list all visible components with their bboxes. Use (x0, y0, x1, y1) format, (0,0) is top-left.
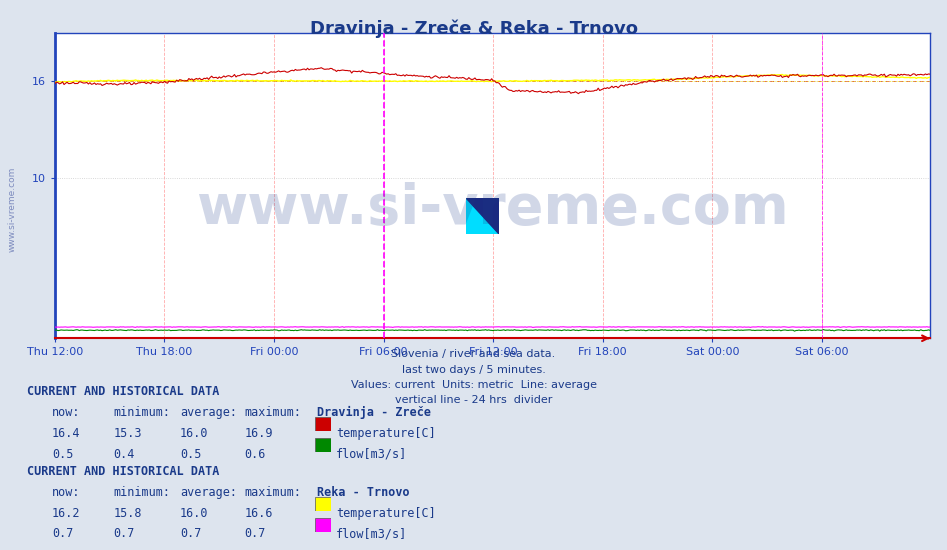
Text: 16.0: 16.0 (180, 507, 208, 520)
Text: 0.7: 0.7 (244, 527, 266, 541)
Text: average:: average: (180, 486, 237, 499)
Text: now:: now: (52, 406, 80, 419)
Text: Values: current  Units: metric  Line: average: Values: current Units: metric Line: aver… (350, 380, 597, 390)
Text: average:: average: (180, 406, 237, 419)
Text: 0.5: 0.5 (52, 448, 74, 461)
Text: now:: now: (52, 486, 80, 499)
Polygon shape (466, 198, 499, 234)
Text: 15.8: 15.8 (114, 507, 142, 520)
Polygon shape (466, 198, 499, 234)
Polygon shape (466, 198, 499, 234)
Text: www.si-vreme.com: www.si-vreme.com (196, 182, 789, 236)
Text: 0.7: 0.7 (114, 527, 135, 541)
Text: 16.6: 16.6 (244, 507, 273, 520)
Text: www.si-vreme.com: www.si-vreme.com (8, 166, 17, 252)
Text: Dravinja - Zreče & Reka - Trnovo: Dravinja - Zreče & Reka - Trnovo (310, 19, 637, 38)
Text: 0.6: 0.6 (244, 448, 266, 461)
Text: 16.9: 16.9 (244, 427, 273, 440)
Text: Reka - Trnovo: Reka - Trnovo (317, 486, 410, 499)
Text: CURRENT AND HISTORICAL DATA: CURRENT AND HISTORICAL DATA (27, 465, 219, 478)
Text: maximum:: maximum: (244, 406, 301, 419)
Text: last two days / 5 minutes.: last two days / 5 minutes. (402, 365, 545, 375)
Text: CURRENT AND HISTORICAL DATA: CURRENT AND HISTORICAL DATA (27, 385, 219, 398)
Text: 0.4: 0.4 (114, 448, 135, 461)
Text: 16.2: 16.2 (52, 507, 80, 520)
Text: temperature[C]: temperature[C] (336, 427, 436, 440)
Polygon shape (466, 198, 499, 234)
Text: vertical line - 24 hrs  divider: vertical line - 24 hrs divider (395, 395, 552, 405)
Text: flow[m3/s]: flow[m3/s] (336, 448, 407, 461)
Text: temperature[C]: temperature[C] (336, 507, 436, 520)
Text: 16.0: 16.0 (180, 427, 208, 440)
Text: Slovenia / river and sea data.: Slovenia / river and sea data. (391, 349, 556, 359)
Text: 0.7: 0.7 (52, 527, 74, 541)
Polygon shape (466, 198, 499, 234)
Text: 16.4: 16.4 (52, 427, 80, 440)
Text: minimum:: minimum: (114, 486, 170, 499)
Text: maximum:: maximum: (244, 486, 301, 499)
Text: flow[m3/s]: flow[m3/s] (336, 527, 407, 541)
Text: Dravinja - Zreče: Dravinja - Zreče (317, 406, 431, 419)
Text: minimum:: minimum: (114, 406, 170, 419)
Text: 15.3: 15.3 (114, 427, 142, 440)
Text: 0.5: 0.5 (180, 448, 202, 461)
Text: 0.7: 0.7 (180, 527, 202, 541)
